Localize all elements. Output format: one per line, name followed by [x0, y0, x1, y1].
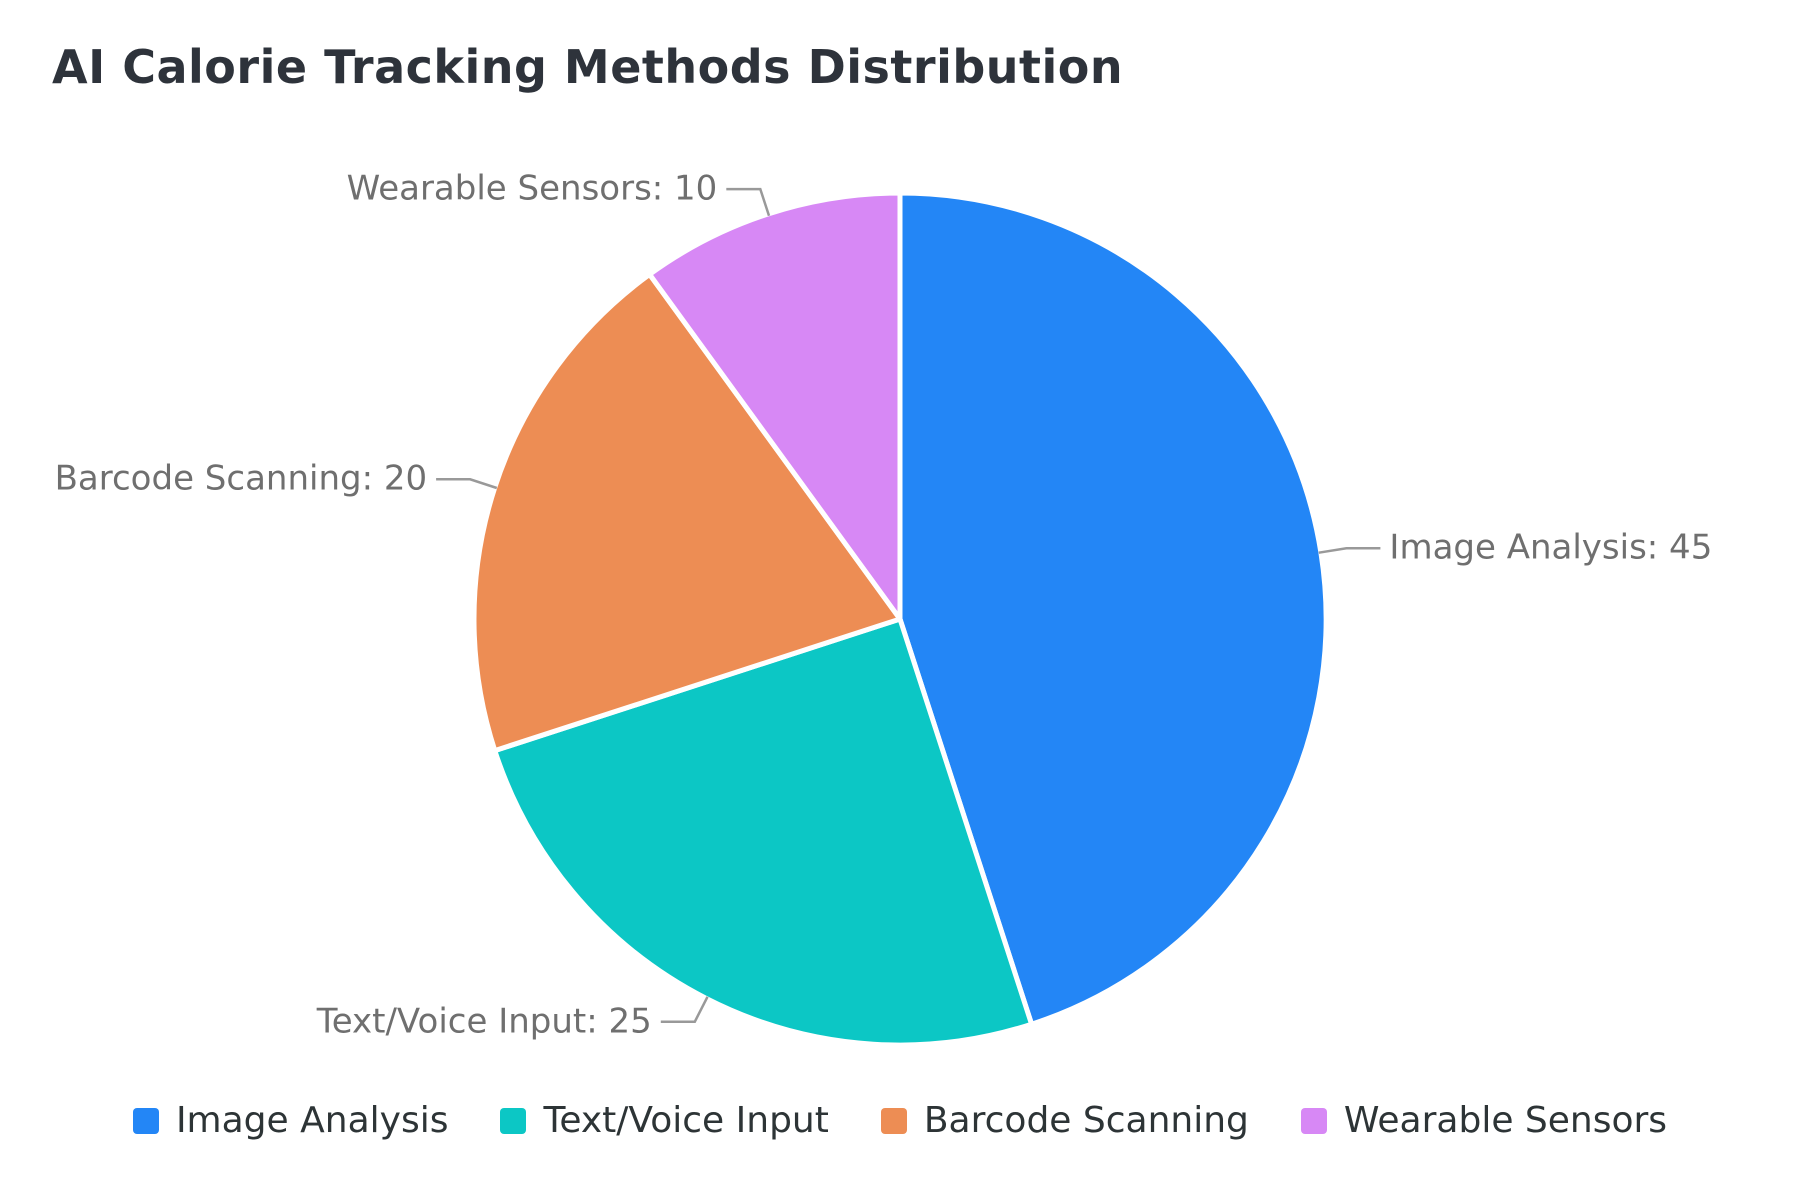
leader-line-image-analysis — [1318, 547, 1381, 554]
slice-callout-barcode-scanning: Barcode Scanning: 20 — [54, 458, 428, 499]
slice-callout-text-voice-input: Text/Voice Input: 25 — [316, 1001, 652, 1042]
legend-item-barcode-scanning[interactable]: Barcode Scanning — [880, 1100, 1249, 1141]
legend-label: Image Analysis — [175, 1100, 449, 1141]
leader-line-wearable-sensors — [726, 187, 771, 217]
legend-swatch-wearable-sensors — [1300, 1107, 1327, 1134]
legend-label: Wearable Sensors — [1343, 1100, 1668, 1141]
legend-swatch-text-voice-input — [500, 1107, 527, 1134]
slice-callout-wearable-sensors: Wearable Sensors: 10 — [346, 168, 718, 209]
legend-swatch-image-analysis — [132, 1107, 159, 1134]
slice-callout-image-analysis: Image Analysis: 45 — [1389, 527, 1713, 568]
legend-item-wearable-sensors[interactable]: Wearable Sensors — [1300, 1100, 1668, 1141]
legend: Image Analysis Text/Voice Input Barcode … — [0, 1100, 1800, 1141]
leader-line-text-voice-input — [660, 996, 709, 1023]
leader-line-barcode-scanning — [436, 478, 498, 490]
chart-title: AI Calorie Tracking Methods Distribution — [52, 40, 1124, 94]
legend-item-text-voice-input[interactable]: Text/Voice Input — [500, 1100, 829, 1141]
legend-label: Text/Voice Input — [543, 1100, 829, 1141]
legend-item-image-analysis[interactable]: Image Analysis — [132, 1100, 449, 1141]
legend-label: Barcode Scanning — [923, 1100, 1249, 1141]
legend-swatch-barcode-scanning — [880, 1107, 907, 1134]
